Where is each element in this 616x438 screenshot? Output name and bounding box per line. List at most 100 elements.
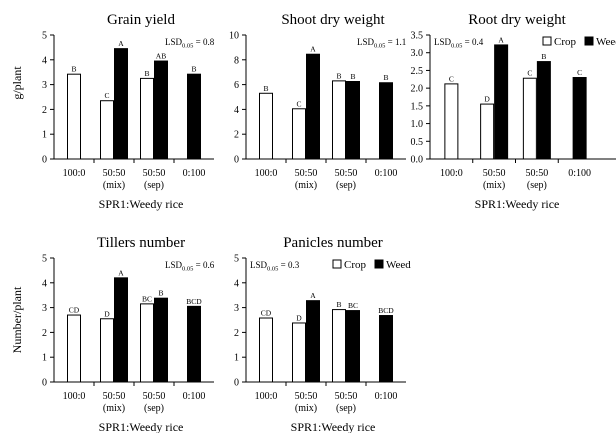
x-tick-label: 50:50 xyxy=(335,168,358,179)
y-tick-label: 4 xyxy=(234,278,239,289)
y-tick-label: 2.0 xyxy=(411,84,424,95)
legend-weed-label: Weed xyxy=(596,36,616,48)
crop-bar xyxy=(293,323,306,382)
legend-crop-swatch xyxy=(543,37,551,45)
significance-label: B xyxy=(263,84,268,93)
lsd-annotation: LSD0.05 = 1.1 xyxy=(357,37,406,50)
y-tick-label: 3 xyxy=(42,80,47,91)
weed-bar xyxy=(155,298,168,382)
y-tick-label: 2.5 xyxy=(411,66,424,77)
crop-bar xyxy=(481,104,494,159)
x-tick-label: 50:50 xyxy=(143,391,166,402)
x-tick-label: 0:100 xyxy=(183,168,206,179)
weed-bar xyxy=(307,301,320,382)
x-tick-label: 50:50 xyxy=(103,168,126,179)
x-axis-title: SPR1:Weedy rice xyxy=(291,420,376,433)
weed-bar xyxy=(537,62,550,159)
legend-crop-label: Crop xyxy=(554,36,577,48)
y-tick-label: 1.5 xyxy=(411,101,424,112)
significance-label: BC xyxy=(348,301,358,310)
lsd-annotation: LSD0.05 = 0.4 xyxy=(434,37,484,50)
significance-label: D xyxy=(104,309,110,318)
significance-label: A xyxy=(118,39,124,48)
significance-label: B xyxy=(541,52,546,61)
chart-panel: Root dry weight0.00.51.01.52.02.53.03.51… xyxy=(411,12,616,211)
y-tick-label: 10 xyxy=(229,31,239,42)
x-axis-title: SPR1:Weedy rice xyxy=(475,197,560,211)
significance-label: C xyxy=(449,74,454,83)
significance-label: A xyxy=(498,35,504,44)
x-tick-label: 50:50 xyxy=(295,168,318,179)
crop-bar xyxy=(68,74,81,159)
weed-bar xyxy=(380,83,393,159)
significance-label: BCD xyxy=(186,297,202,306)
x-tick-label: 50:50 xyxy=(103,391,126,402)
y-tick-label: 1 xyxy=(42,353,47,364)
x-tick-label: 50:50 xyxy=(483,168,506,179)
significance-label: C xyxy=(296,99,301,108)
x-tick-label: (mix) xyxy=(295,403,317,414)
significance-label: BC xyxy=(142,294,152,303)
weed-bar xyxy=(347,82,360,160)
legend-crop-label: Crop xyxy=(344,259,367,271)
chart-title: Grain yield xyxy=(107,12,175,28)
significance-label: B xyxy=(336,71,341,80)
y-tick-label: 0 xyxy=(42,378,47,389)
x-tick-label: (sep) xyxy=(144,180,164,191)
y-tick-label: 1 xyxy=(42,130,47,141)
y-tick-label: 1.0 xyxy=(411,119,424,130)
crop-bar xyxy=(260,318,273,382)
significance-label: B xyxy=(144,69,149,78)
y-tick-label: 3 xyxy=(42,303,47,314)
y-tick-label: 4 xyxy=(234,105,239,116)
x-tick-label: 50:50 xyxy=(143,168,166,179)
crop-bar xyxy=(445,84,458,159)
x-tick-label: 100:0 xyxy=(440,168,463,179)
significance-label: C xyxy=(577,68,582,77)
legend-weed-swatch xyxy=(585,37,593,45)
weed-bar xyxy=(307,54,320,159)
crop-bar xyxy=(260,93,273,159)
weed-bar xyxy=(115,278,128,382)
x-tick-label: (mix) xyxy=(103,403,125,414)
x-tick-label: 50:50 xyxy=(295,391,318,402)
chart-title: Tillers number xyxy=(97,235,185,251)
x-tick-label: 100:0 xyxy=(255,168,278,179)
x-tick-label: 50:50 xyxy=(335,391,358,402)
x-axis-title: SPR1:Weedy rice xyxy=(99,420,184,433)
weed-bar xyxy=(155,61,168,159)
significance-label: D xyxy=(484,95,490,104)
x-tick-label: (sep) xyxy=(144,403,164,414)
significance-label: CD xyxy=(261,309,272,318)
x-tick-label: (mix) xyxy=(295,180,317,191)
x-tick-label: (sep) xyxy=(336,403,356,414)
crop-bar xyxy=(333,310,346,382)
x-tick-label: 100:0 xyxy=(63,391,86,402)
significance-label: A xyxy=(310,291,316,300)
x-tick-label: 100:0 xyxy=(63,168,86,179)
weed-bar xyxy=(188,306,201,382)
y-tick-label: 5 xyxy=(42,31,47,42)
y-tick-label: 2 xyxy=(234,130,239,141)
legend-weed-swatch xyxy=(375,260,383,268)
y-tick-label: 4 xyxy=(42,278,47,289)
legend-crop-swatch xyxy=(333,260,341,268)
crop-bar xyxy=(293,109,306,159)
y-tick-label: 0.5 xyxy=(411,137,424,148)
x-tick-label: (mix) xyxy=(483,180,505,191)
crop-bar xyxy=(141,304,154,382)
significance-label: C xyxy=(527,69,532,78)
y-tick-label: 3.0 xyxy=(411,48,424,59)
y-tick-label: 6 xyxy=(234,80,239,91)
significance-label: B xyxy=(71,65,76,74)
y-tick-label: 3 xyxy=(234,303,239,314)
chart-title: Shoot dry weight xyxy=(281,12,385,28)
x-tick-label: 50:50 xyxy=(525,168,548,179)
y-tick-label: 5 xyxy=(234,254,239,265)
y-tick-label: 2 xyxy=(42,328,47,339)
x-tick-label: 0:100 xyxy=(375,168,398,179)
y-axis-label-top: g/plant xyxy=(10,66,24,100)
